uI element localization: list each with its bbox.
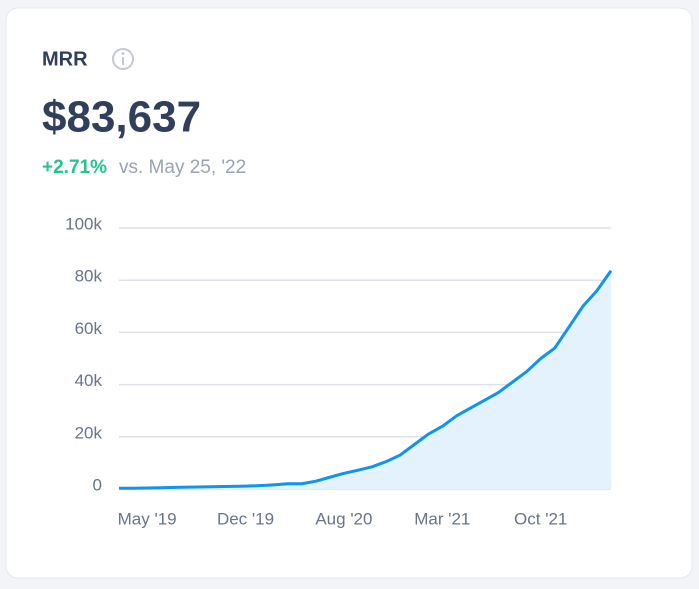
x-tick-label: May '19 <box>118 509 177 528</box>
x-tick-label: Dec '19 <box>217 509 274 528</box>
line <box>119 269 613 490</box>
x-tick-label: Oct '21 <box>514 509 567 528</box>
y-tick-label: 100k <box>65 214 102 233</box>
area-fill <box>119 270 611 489</box>
y-tick-label: 0 <box>93 475 102 494</box>
y-tick-label: 20k <box>75 423 103 442</box>
comparison: vs. May 25, '22 <box>119 157 246 178</box>
chart-title: MRR <box>42 48 88 70</box>
y-tick-label: 40k <box>75 371 103 390</box>
x-tick-label: Mar '21 <box>414 509 470 528</box>
x-tick-label: Aug '20 <box>315 509 372 528</box>
change: +2.71% <box>42 157 107 178</box>
headline-value: $83,637 <box>42 93 201 142</box>
info-icon[interactable] <box>112 48 134 70</box>
y-tick-label: 80k <box>75 267 103 286</box>
y-tick-label: 60k <box>75 319 103 338</box>
